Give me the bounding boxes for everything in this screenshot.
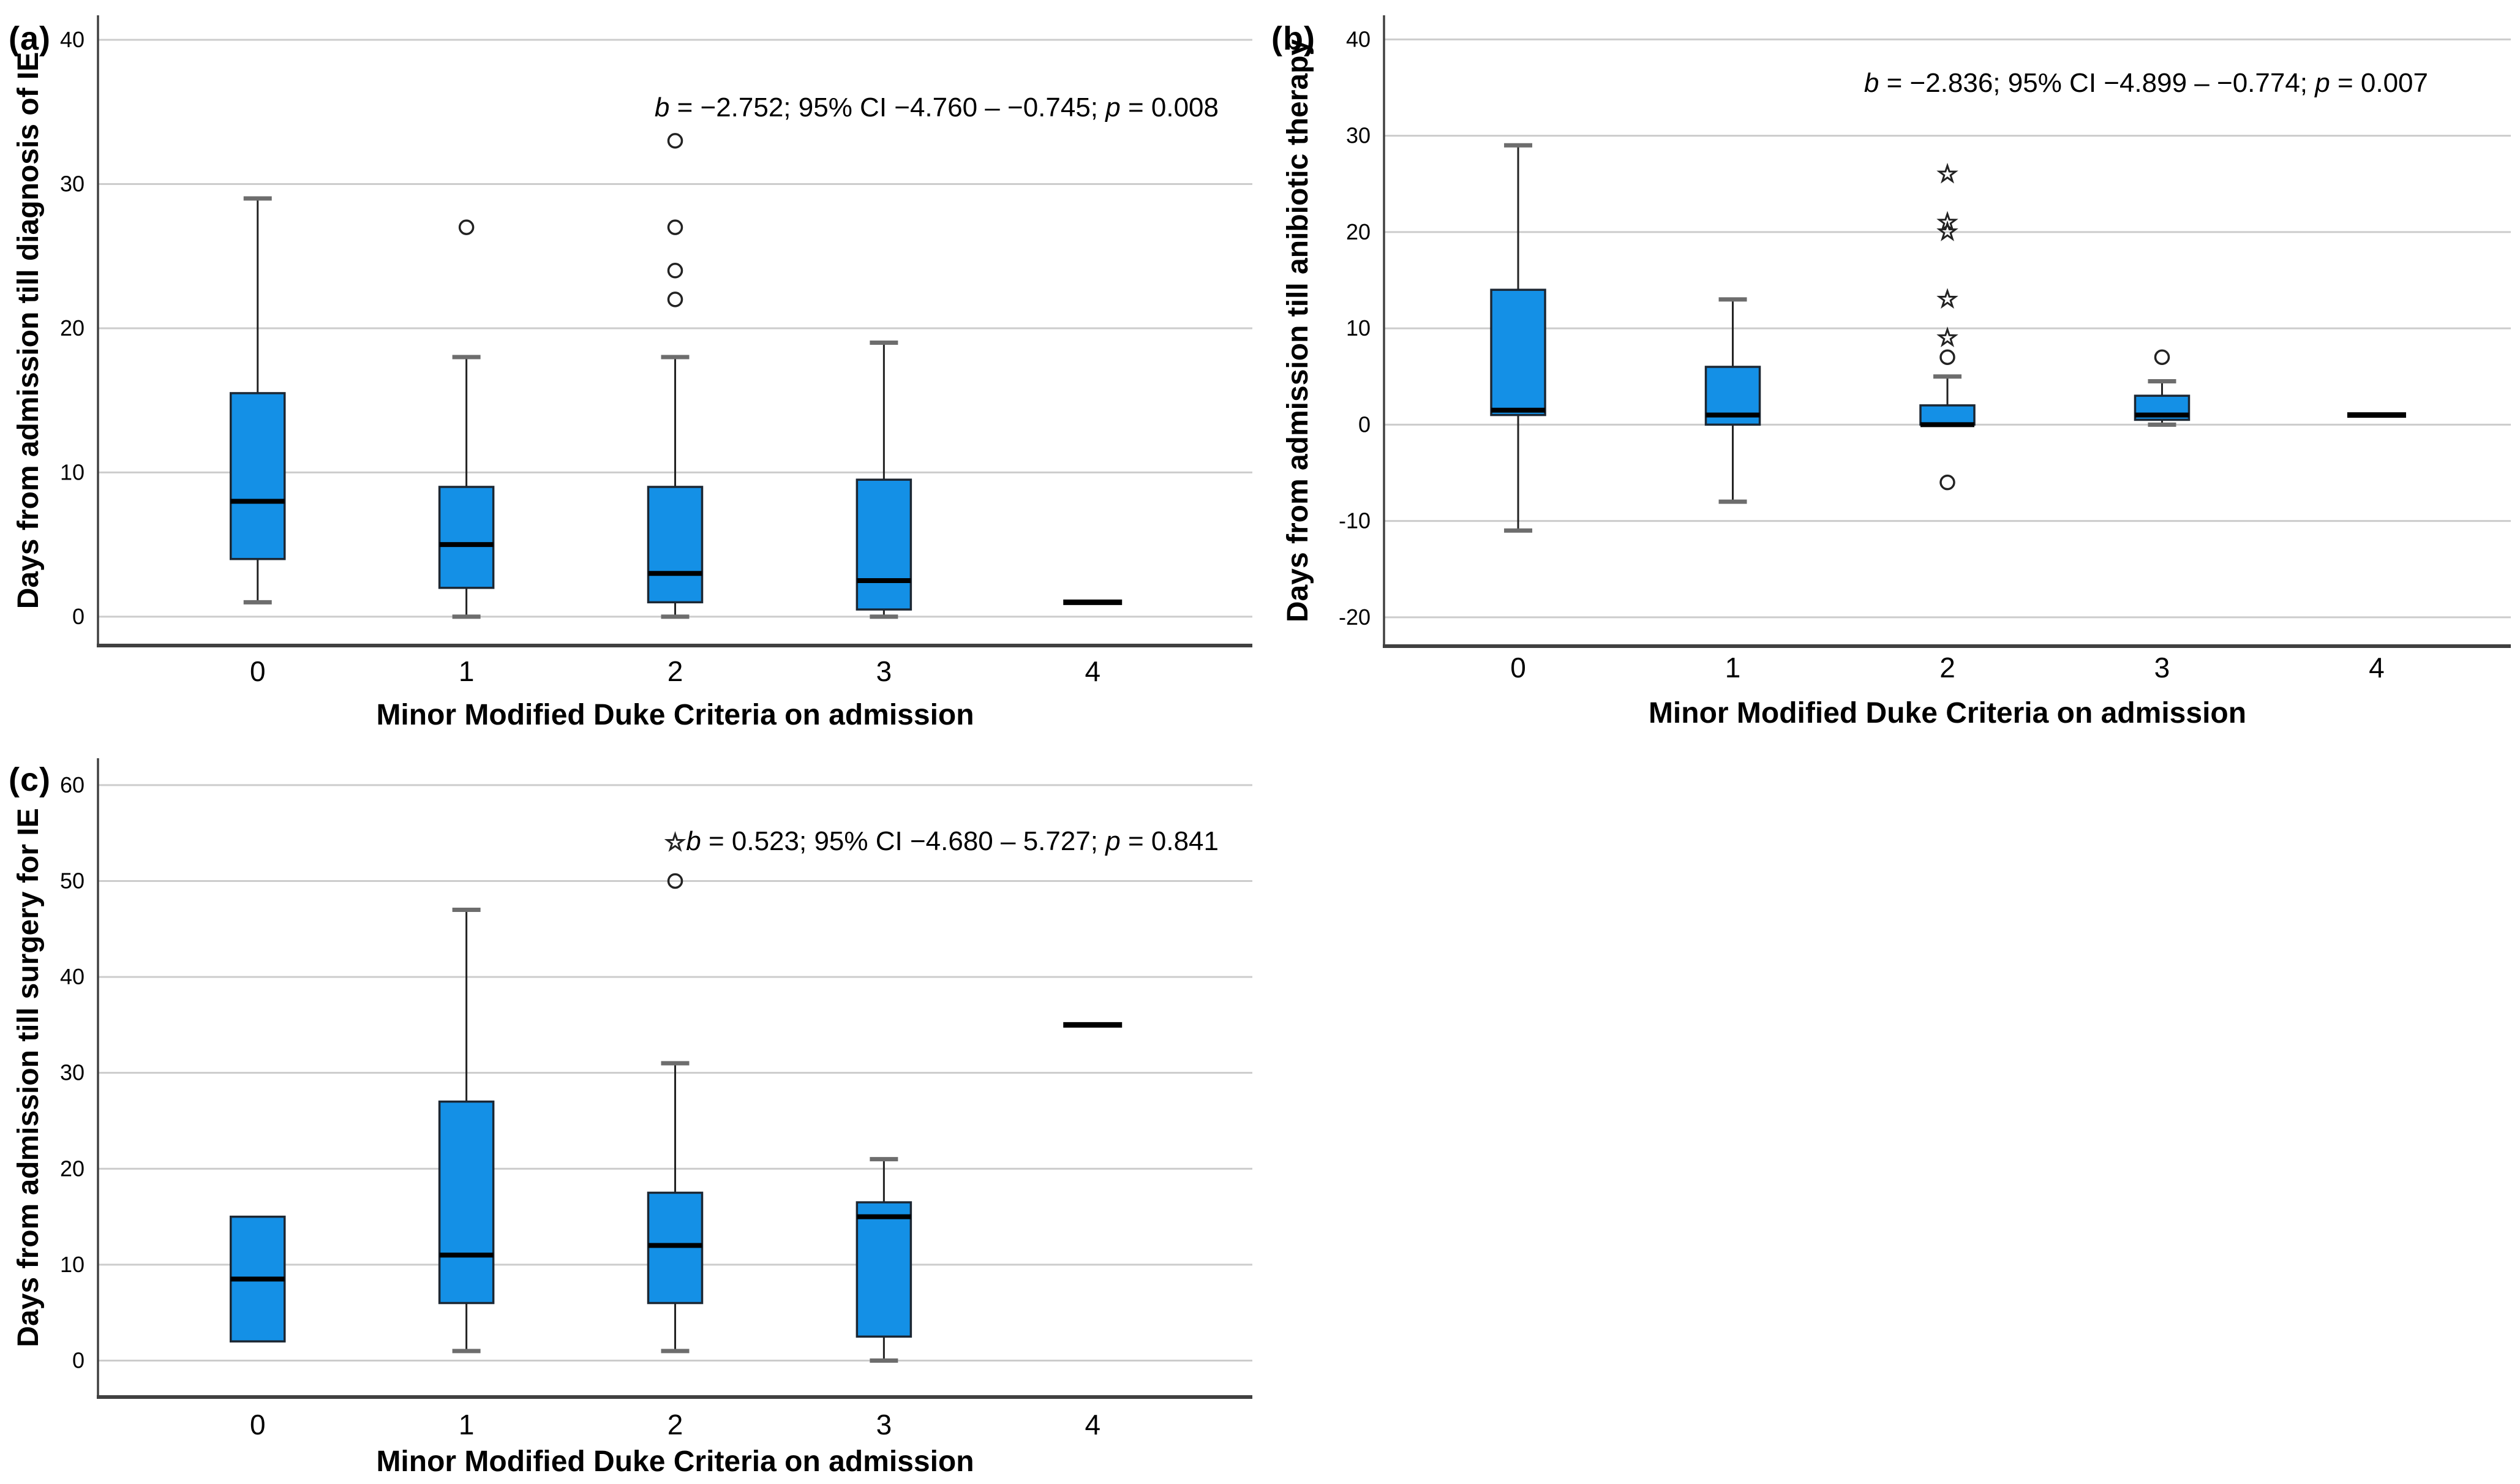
y-tick-label: -20 — [1339, 605, 1371, 630]
boxplot-group — [647, 133, 704, 619]
y-tick-label: 0 — [72, 1347, 85, 1373]
stats-annotation: b = −2.836; 95% CI −4.899 – −0.774; p = … — [1864, 68, 2428, 98]
boxplot-group — [230, 196, 286, 605]
y-tick-label: 50 — [60, 868, 85, 893]
boxplot-group — [438, 907, 495, 1354]
extreme-outlier-star — [1936, 288, 1958, 309]
x-tick-label: 2 — [1939, 652, 1955, 684]
x-tick-label: 2 — [668, 655, 683, 687]
y-tick-label: 20 — [60, 315, 85, 341]
y-axis-title: Days from admission till anibiotic thera… — [1282, 39, 1314, 623]
boxplot-group — [438, 219, 495, 619]
y-tick-label: 10 — [1346, 315, 1371, 341]
x-tick-label: 1 — [459, 655, 475, 687]
panel-b-boxplot: -20 -10 0 10 20 30 40 0 1 2 3 4 Minor Modified Duke … — [1282, 15, 2511, 729]
y-tick-label: 30 — [60, 171, 85, 196]
x-tick-label: 4 — [1085, 655, 1100, 687]
iqr-box — [1919, 404, 1976, 426]
extreme-outlier-star — [1936, 162, 1958, 184]
panel-a-boxplot: 0 10 20 30 40 0 1 2 3 4 Minor Modified Duke Criter… — [12, 15, 1252, 731]
boxplot-group — [1490, 143, 1546, 533]
outlier-circle — [667, 133, 683, 149]
iqr-box — [856, 478, 912, 611]
y-tick-label: 60 — [60, 772, 85, 797]
y-tick-label: 40 — [60, 964, 85, 989]
stats-annotation: b = −2.752; 95% CI −4.760 – −0.745; p = … — [655, 92, 1219, 122]
iqr-box — [856, 1201, 912, 1338]
x-tick-label: 3 — [876, 1409, 892, 1441]
x-tick-label: 1 — [1725, 652, 1741, 684]
y-tick-label: 30 — [60, 1060, 85, 1085]
x-tick-label: 3 — [876, 655, 892, 687]
x-axis-title: Minor Modified Duke Criteria on admissio… — [1649, 697, 2246, 729]
stats-annotation: b = 0.523; 95% CI −4.680 – 5.727; p = 0.… — [686, 826, 1219, 856]
outlier-circle — [458, 219, 475, 235]
boxplot-group — [647, 831, 704, 1354]
y-axis-title: Days from admission till diagnosis of IE — [12, 52, 45, 609]
x-tick-label: 1 — [459, 1409, 475, 1441]
y-tick-label: 10 — [60, 459, 85, 484]
y-tick-label: 40 — [1346, 26, 1371, 51]
x-tick-label: 3 — [2154, 652, 2170, 684]
boxplot-group — [856, 1157, 912, 1363]
y-tick-label: 10 — [60, 1252, 85, 1277]
boxplot-group — [856, 341, 912, 619]
outlier-circle — [667, 873, 683, 889]
y-tick-label: 40 — [60, 27, 85, 52]
iqr-box — [647, 486, 704, 604]
iqr-box — [438, 1100, 495, 1305]
extreme-outlier-star — [1936, 211, 1958, 232]
y-axis-title: Days from admission till surgery for IE — [12, 808, 45, 1347]
y-tick-label: 0 — [1358, 412, 1371, 437]
boxplot-group — [230, 1215, 286, 1343]
extreme-outlier-star — [664, 831, 686, 852]
y-tick-label: 20 — [1346, 219, 1371, 244]
outlier-circle — [667, 292, 683, 307]
panel-label-a: (a) — [9, 20, 51, 57]
outlier-circle — [667, 219, 683, 235]
panel-c-boxplot: 0 10 20 30 40 50 60 0 1 2 3 4 Minor Modified Duke Cr… — [12, 758, 1252, 1478]
x-tick-label: 2 — [668, 1409, 683, 1441]
boxplot-group — [1919, 162, 1976, 491]
extreme-outlier-star — [1936, 220, 1958, 241]
extreme-outlier-star — [1936, 326, 1958, 347]
y-tick-label: 0 — [72, 604, 85, 629]
x-tick-label: 0 — [250, 655, 266, 687]
x-tick-label: 4 — [1085, 1409, 1100, 1441]
iqr-box — [230, 392, 286, 560]
outlier-circle — [1939, 349, 1955, 365]
outlier-circle — [667, 263, 683, 279]
outlier-circle — [2154, 349, 2170, 365]
y-tick-label: -10 — [1339, 508, 1371, 533]
x-axis-title: Minor Modified Duke Criteria on admissio… — [376, 699, 974, 731]
panel-label-c: (c) — [9, 761, 51, 798]
x-tick-label: 0 — [250, 1409, 266, 1441]
iqr-box — [1490, 288, 1546, 416]
x-axis-title: Minor Modified Duke Criteria on admissio… — [376, 1445, 974, 1478]
boxplot-group — [2134, 349, 2191, 427]
x-tick-label: 0 — [1510, 652, 1526, 684]
boxplot-group — [1704, 297, 1761, 504]
outlier-circle — [1939, 474, 1955, 491]
y-tick-label: 30 — [1346, 123, 1371, 148]
iqr-box — [438, 486, 495, 589]
y-tick-label: 20 — [60, 1156, 85, 1181]
x-tick-label: 4 — [2369, 652, 2385, 684]
panel-label-b: (b) — [1271, 20, 1315, 57]
